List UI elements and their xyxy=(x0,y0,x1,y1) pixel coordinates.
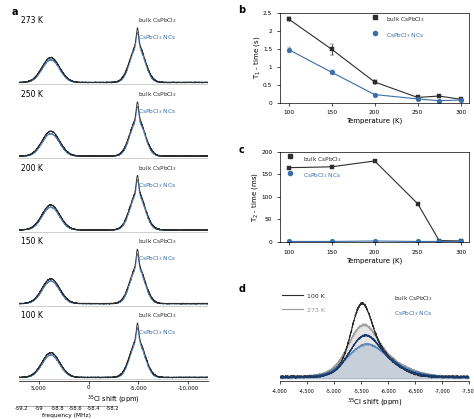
Text: CsPbCl$_3$ NCs: CsPbCl$_3$ NCs xyxy=(138,254,176,264)
Text: bulk CsPbCl$_3$: bulk CsPbCl$_3$ xyxy=(303,155,342,163)
Text: bulk CsPbCl$_3$: bulk CsPbCl$_3$ xyxy=(386,15,425,24)
Text: frequency (MHz): frequency (MHz) xyxy=(42,413,91,418)
Text: 200 K: 200 K xyxy=(21,164,43,173)
Text: -58.2: -58.2 xyxy=(106,406,119,411)
Text: CsPbCl$_3$ NCs: CsPbCl$_3$ NCs xyxy=(393,309,432,318)
Text: 273 K: 273 K xyxy=(307,308,325,313)
Text: 100 K: 100 K xyxy=(307,294,324,299)
Text: -58.6: -58.6 xyxy=(69,406,82,411)
Text: a: a xyxy=(11,7,18,17)
Text: bulk CsPbCl$_3$: bulk CsPbCl$_3$ xyxy=(138,16,177,25)
Text: -58.4: -58.4 xyxy=(87,406,100,411)
Text: -59.2: -59.2 xyxy=(15,406,28,411)
Text: -59: -59 xyxy=(35,406,44,411)
Text: 250 K: 250 K xyxy=(21,90,43,99)
Text: -58.8: -58.8 xyxy=(51,406,64,411)
Text: bulk CsPbCl$_3$: bulk CsPbCl$_3$ xyxy=(138,238,177,246)
Text: CsPbCl$_3$ NCs: CsPbCl$_3$ NCs xyxy=(138,33,176,42)
X-axis label: $^{35}$Cl shift (ppm): $^{35}$Cl shift (ppm) xyxy=(347,397,402,409)
X-axis label: Temperature (K): Temperature (K) xyxy=(346,118,403,124)
Text: 100 K: 100 K xyxy=(21,311,43,320)
Text: d: d xyxy=(238,284,246,294)
Text: c: c xyxy=(238,145,244,155)
Text: CsPbCl$_3$ NCs: CsPbCl$_3$ NCs xyxy=(138,181,176,190)
X-axis label: Temperature (K): Temperature (K) xyxy=(346,257,403,264)
Text: CsPbCl$_3$ NCs: CsPbCl$_3$ NCs xyxy=(138,328,176,337)
Text: bulk CsPbCl$_3$: bulk CsPbCl$_3$ xyxy=(138,164,177,173)
Text: CsPbCl$_3$ NCs: CsPbCl$_3$ NCs xyxy=(303,171,341,180)
Text: bulk CsPbCl$_3$: bulk CsPbCl$_3$ xyxy=(393,294,432,303)
Text: 150 K: 150 K xyxy=(21,238,43,246)
Text: CsPbCl$_3$ NCs: CsPbCl$_3$ NCs xyxy=(138,107,176,116)
Text: bulk CsPbCl$_3$: bulk CsPbCl$_3$ xyxy=(138,90,177,99)
Y-axis label: T$_1$ - time (s): T$_1$ - time (s) xyxy=(252,36,262,79)
X-axis label: $^{35}$Cl shift (ppm): $^{35}$Cl shift (ppm) xyxy=(87,393,140,406)
Text: bulk CsPbCl$_3$: bulk CsPbCl$_3$ xyxy=(138,311,177,320)
Text: b: b xyxy=(238,5,246,16)
Text: CsPbCl$_3$ NCs: CsPbCl$_3$ NCs xyxy=(386,31,424,40)
Text: 273 K: 273 K xyxy=(21,16,43,25)
Y-axis label: T$_2$ - time (ms): T$_2$ - time (ms) xyxy=(250,172,260,222)
